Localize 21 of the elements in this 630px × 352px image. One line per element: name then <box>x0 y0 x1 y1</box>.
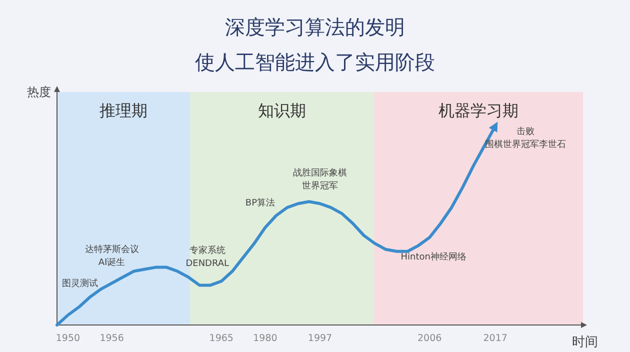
annotation: BP算法 <box>245 197 276 208</box>
chart-subtitle: 使人工智能进入了实用阶段 <box>195 50 435 74</box>
annotation: 击败围棋世界冠军李世石 <box>484 126 566 150</box>
x-tick-label: 2017 <box>483 333 508 344</box>
chart-title: 深度学习算法的发明 <box>225 15 405 39</box>
text: 知识期 <box>258 101 306 120</box>
x-tick-label: 1965 <box>209 333 234 344</box>
x-tick-label: 1997 <box>308 333 332 344</box>
x-tick-label: 1956 <box>100 333 124 344</box>
x-axis-title: 时间 <box>572 335 598 350</box>
annotation: 达特茅斯会议AI诞生 <box>84 244 139 268</box>
text: 推理期 <box>100 101 148 120</box>
annotation: 战胜国际象棋世界冠军 <box>293 168 347 192</box>
annotation: 图灵测试 <box>62 278 98 290</box>
x-tick-label: 2006 <box>417 333 442 344</box>
text: 机器学习期 <box>438 101 518 120</box>
x-tick-label: 1980 <box>253 333 278 344</box>
annotation: Hinton神经网络 <box>400 251 466 262</box>
x-tick-label: 1950 <box>56 333 80 344</box>
y-axis-title: 热度 <box>27 85 51 99</box>
annotation: 专家系统DENDRAL <box>186 245 230 270</box>
